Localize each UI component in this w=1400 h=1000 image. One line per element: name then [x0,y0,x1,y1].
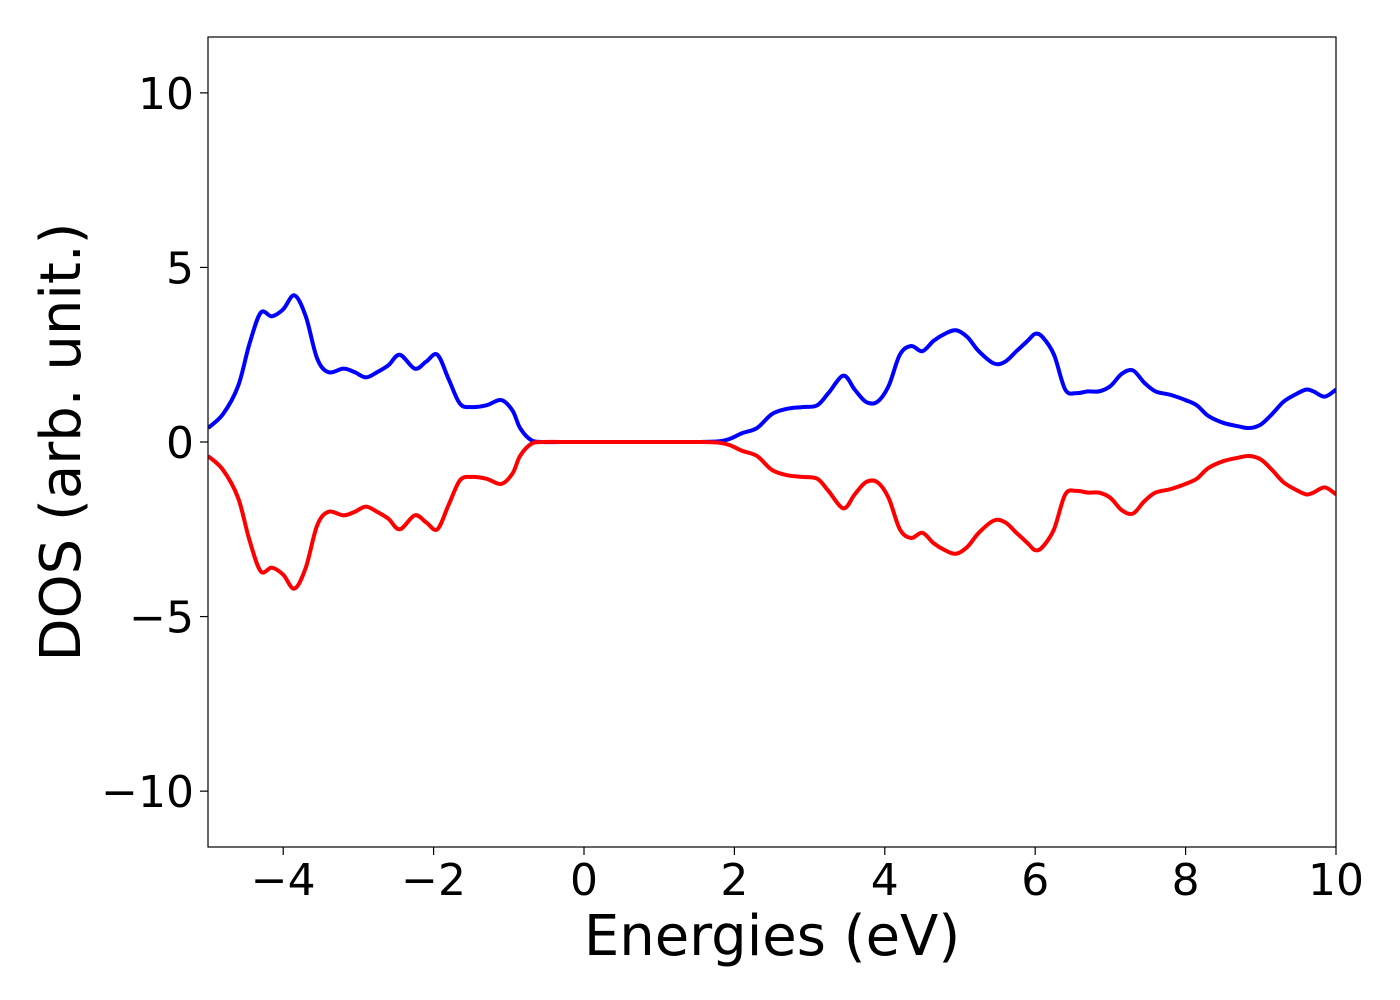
series-layer [208,293,1336,591]
y-axis-label: DOS (arb. unit.) [29,222,94,661]
y-tick-label: −10 [101,767,194,818]
y-tick-label: 5 [166,243,194,294]
y-tick-label: 0 [166,418,194,469]
x-axis: −4 −2 0 2 4 6 8 10 [251,847,1364,906]
y-tick-label: 10 [138,69,194,120]
x-tick-label: −2 [401,855,466,906]
x-tick-label: 2 [720,855,748,906]
x-axis-label: Energies (eV) [584,904,960,969]
y-tick-label: −5 [129,593,194,644]
x-tick-label: 4 [871,855,899,906]
x-tick-label: −4 [251,855,316,906]
x-tick-label: 0 [570,855,598,906]
series-line-spin-up [208,293,1336,445]
y-axis: −10 −5 0 5 10 [101,69,208,818]
x-tick-label: 8 [1172,855,1200,906]
series-line-spin-down [208,439,1336,591]
x-tick-label: 10 [1308,855,1364,906]
x-tick-label: 6 [1021,855,1049,906]
